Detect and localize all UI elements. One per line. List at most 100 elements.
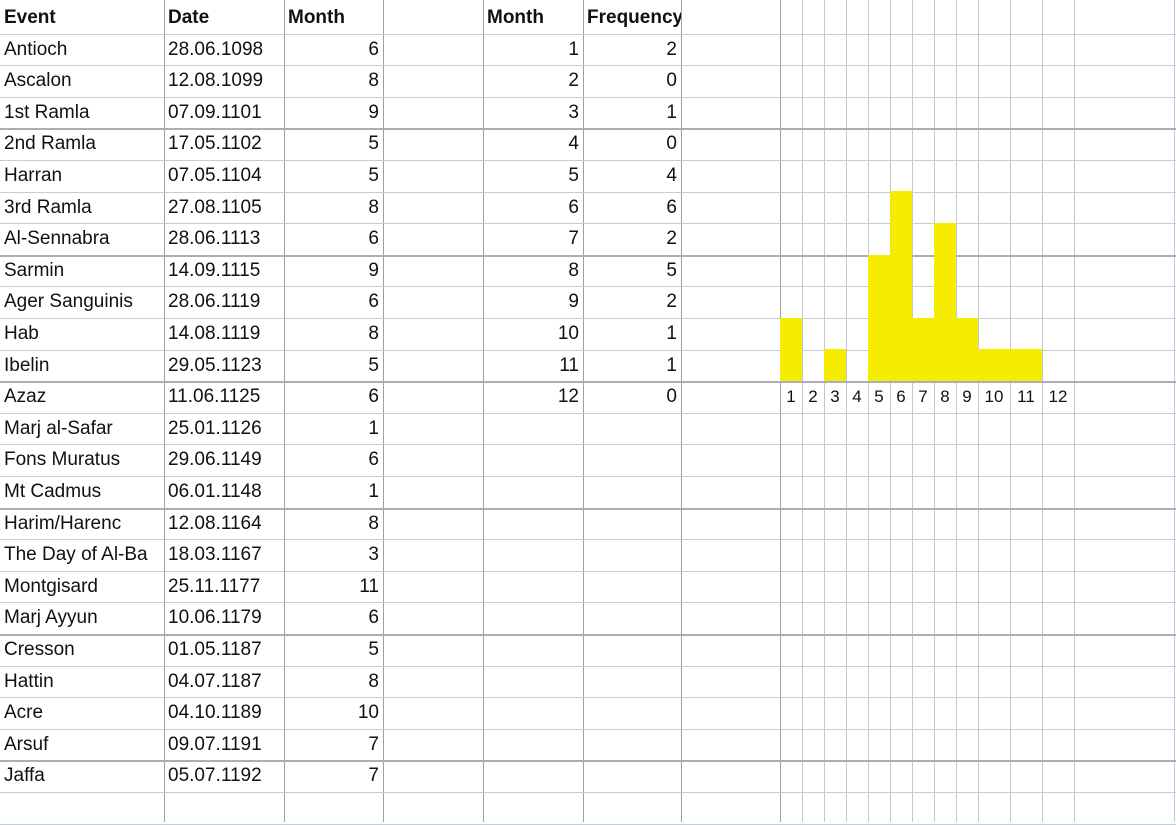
cell-frequency[interactable]: 0	[666, 133, 677, 154]
cell-date[interactable]: 27.08.1105	[168, 197, 262, 218]
cell-freq-month[interactable]: 9	[568, 291, 579, 312]
cell-date[interactable]: 28.06.1113	[168, 228, 261, 249]
cell-event[interactable]: 3rd Ramla	[4, 197, 92, 218]
header-date[interactable]: Date	[168, 7, 210, 28]
cell-month[interactable]: 7	[368, 734, 379, 755]
cell-event[interactable]: Azaz	[4, 386, 47, 407]
cell-event[interactable]: The Day of Al-Ba	[4, 544, 148, 565]
cell-month[interactable]: 6	[368, 386, 379, 407]
cell-date[interactable]: 14.09.1115	[168, 260, 261, 281]
cell-month[interactable]: 8	[368, 323, 379, 344]
cell-event[interactable]: Marj al-Safar	[4, 418, 113, 439]
cell-freq-month[interactable]: 1	[568, 39, 579, 60]
cell-month[interactable]: 1	[368, 481, 379, 502]
cell-freq-month[interactable]: 10	[557, 323, 579, 344]
cell-freq-month[interactable]: 3	[568, 102, 579, 123]
cell-frequency[interactable]: 5	[666, 260, 677, 281]
cell-date[interactable]: 12.08.1164	[168, 513, 262, 534]
cell-month[interactable]: 5	[368, 133, 379, 154]
cell-event[interactable]: Sarmin	[4, 260, 65, 281]
cell-freq-month[interactable]: 8	[568, 260, 579, 281]
cell-date[interactable]: 25.01.1126	[168, 418, 262, 439]
cell-month[interactable]: 1	[368, 418, 379, 439]
cell-month[interactable]: 6	[368, 449, 379, 470]
cell-event[interactable]: Acre	[4, 702, 44, 723]
cell-event[interactable]: Al-Sennabra	[4, 228, 110, 249]
cell-month[interactable]: 8	[368, 671, 379, 692]
cell-date[interactable]: 17.05.1102	[168, 133, 262, 154]
cell-event[interactable]: Marj Ayyun	[4, 607, 98, 628]
cell-frequency[interactable]: 4	[666, 165, 677, 186]
cell-date[interactable]: 07.05.1104	[168, 165, 262, 186]
cell-frequency[interactable]: 0	[666, 70, 677, 91]
cell-freq-month[interactable]: 11	[559, 355, 579, 376]
cell-frequency[interactable]: 1	[666, 102, 677, 123]
cell-frequency[interactable]: 1	[666, 323, 677, 344]
cell-month[interactable]: 9	[368, 102, 379, 123]
cell-month[interactable]: 10	[357, 702, 379, 723]
cell-frequency[interactable]: 1	[666, 355, 677, 376]
cell-event[interactable]: Arsuf	[4, 734, 49, 755]
cell-event[interactable]: 2nd Ramla	[4, 133, 96, 154]
cell-date[interactable]: 04.07.1187	[168, 671, 262, 692]
cell-month[interactable]: 11	[359, 576, 379, 597]
cell-event[interactable]: Hattin	[4, 671, 54, 692]
header-freq-month[interactable]: Month	[487, 7, 544, 28]
cell-date[interactable]: 28.06.1119	[168, 291, 261, 312]
cell-date[interactable]: 25.11.1177	[168, 576, 261, 597]
cell-month[interactable]: 6	[368, 291, 379, 312]
cell-frequency[interactable]: 2	[666, 39, 677, 60]
cell-event[interactable]: Jaffa	[4, 765, 45, 786]
cell-date[interactable]: 04.10.1189	[168, 702, 262, 723]
cell-frequency[interactable]: 0	[666, 386, 677, 407]
cell-frequency[interactable]: 2	[666, 291, 677, 312]
cell-date[interactable]: 29.06.1149	[168, 449, 262, 470]
cell-month[interactable]: 5	[368, 639, 379, 660]
cell-month[interactable]: 5	[368, 355, 379, 376]
cell-date[interactable]: 12.08.1099	[168, 70, 264, 91]
cell-freq-month[interactable]: 7	[568, 228, 579, 249]
cell-event[interactable]: Ager Sanguinis	[4, 291, 133, 312]
cell-date[interactable]: 01.05.1187	[168, 639, 262, 660]
cell-freq-month[interactable]: 4	[568, 133, 579, 154]
cell-freq-month[interactable]: 5	[568, 165, 579, 186]
header-month[interactable]: Month	[288, 7, 345, 28]
cell-event[interactable]: Montgisard	[4, 576, 98, 597]
cell-date[interactable]: 18.03.1167	[168, 544, 262, 565]
cell-date[interactable]: 28.06.1098	[168, 39, 264, 60]
cell-date[interactable]: 14.08.1119	[168, 323, 261, 344]
cell-event[interactable]: Hab	[4, 323, 39, 344]
cell-event[interactable]: Harim/Harenc	[4, 513, 122, 534]
cell-month[interactable]: 9	[368, 260, 379, 281]
cell-event[interactable]: Antioch	[4, 39, 68, 60]
cell-month[interactable]: 6	[368, 39, 379, 60]
header-frequency[interactable]: Frequency	[587, 7, 681, 28]
cell-date[interactable]: 05.07.1192	[168, 765, 262, 786]
cell-date[interactable]: 09.07.1191	[168, 734, 262, 755]
cell-month[interactable]: 8	[368, 513, 379, 534]
cell-freq-month[interactable]: 12	[557, 386, 579, 407]
cell-frequency[interactable]: 2	[666, 228, 677, 249]
cell-frequency[interactable]: 6	[666, 197, 677, 218]
cell-date[interactable]: 10.06.1179	[168, 607, 262, 628]
cell-month[interactable]: 8	[368, 197, 379, 218]
cell-month[interactable]: 6	[368, 228, 379, 249]
cell-freq-month[interactable]: 6	[568, 197, 579, 218]
cell-month[interactable]: 3	[368, 544, 379, 565]
cell-event[interactable]: Harran	[4, 165, 63, 186]
cell-month[interactable]: 8	[368, 70, 379, 91]
cell-event[interactable]: Fons Muratus	[4, 449, 121, 470]
cell-date[interactable]: 29.05.1123	[168, 355, 262, 376]
cell-month[interactable]: 6	[368, 607, 379, 628]
cell-month[interactable]: 7	[368, 765, 379, 786]
cell-freq-month[interactable]: 2	[568, 70, 579, 91]
cell-month[interactable]: 5	[368, 165, 379, 186]
cell-date[interactable]: 07.09.1101	[168, 102, 262, 123]
cell-event[interactable]: Ibelin	[4, 355, 50, 376]
cell-event[interactable]: Ascalon	[4, 70, 72, 91]
cell-date[interactable]: 06.01.1148	[168, 481, 262, 502]
cell-event[interactable]: Mt Cadmus	[4, 481, 102, 502]
cell-date[interactable]: 11.06.1125	[168, 386, 261, 407]
cell-event[interactable]: 1st Ramla	[4, 102, 90, 123]
